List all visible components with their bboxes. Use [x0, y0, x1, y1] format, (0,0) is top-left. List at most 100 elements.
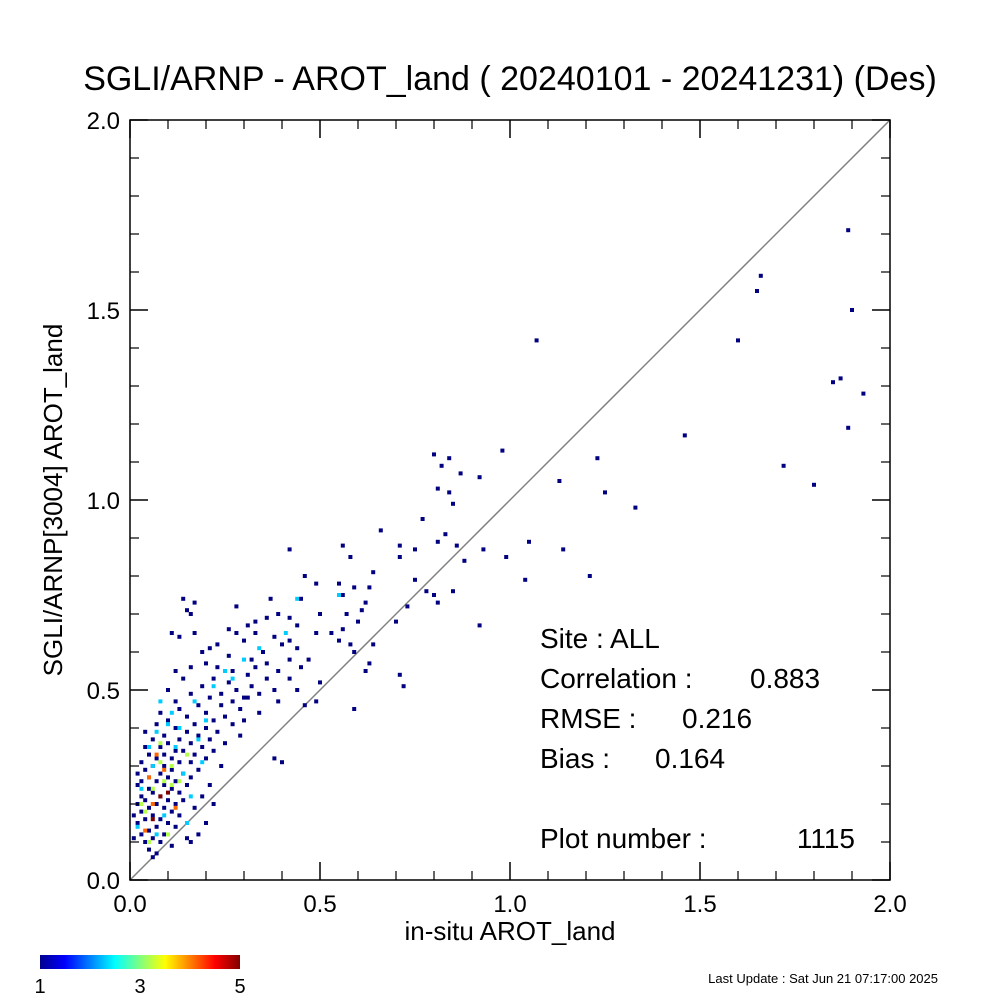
data-point [477, 623, 482, 628]
x-tick-label: 1.0 [493, 891, 526, 918]
data-point-dense [295, 596, 300, 601]
data-point-dense [173, 805, 178, 810]
data-point [234, 604, 239, 609]
data-point [166, 718, 170, 723]
data-point [287, 547, 292, 552]
data-point-dense [177, 779, 182, 784]
data-point-dense [169, 764, 174, 768]
data-point [439, 463, 444, 468]
one-to-one-line [129, 119, 891, 881]
data-point [253, 631, 258, 635]
data-point [268, 596, 273, 601]
data-point [458, 471, 463, 476]
data-point [162, 805, 167, 810]
data-point [177, 790, 182, 795]
data-point [758, 273, 763, 278]
y-tick-label: 1.5 [87, 298, 120, 325]
stats-site: Site : ALL [540, 623, 660, 654]
data-point [169, 786, 174, 791]
data-point [150, 836, 155, 841]
data-point-dense [181, 771, 186, 776]
data-point [154, 851, 159, 856]
data-point [371, 642, 376, 647]
data-point [139, 760, 144, 765]
data-point [211, 718, 216, 723]
data-point [158, 840, 163, 844]
data-point [595, 456, 600, 461]
colorbar-mid-label: 3 [134, 976, 145, 998]
data-point [143, 840, 148, 844]
data-point [177, 813, 182, 818]
data-point [131, 813, 136, 818]
data-point [204, 821, 208, 825]
data-point [348, 642, 353, 647]
data-point [314, 631, 319, 635]
data-point [200, 684, 205, 689]
data-point-dense [166, 832, 170, 837]
data-point [295, 646, 300, 651]
data-point [188, 612, 193, 616]
y-tick-label: 0.5 [87, 678, 120, 705]
stats-bias-label: Bias : [540, 743, 610, 774]
data-point [299, 665, 303, 670]
data-point [477, 475, 482, 480]
stats-rmse-value: 0.216 [682, 703, 752, 734]
data-point-dense [166, 722, 170, 727]
data-point [147, 828, 151, 833]
data-point-dense [162, 813, 167, 818]
data-point [211, 802, 216, 806]
data-point [238, 707, 243, 711]
data-point-dense [169, 710, 174, 715]
data-point [348, 555, 353, 559]
data-point [147, 786, 151, 791]
data-point-dense [150, 764, 155, 768]
data-point [318, 612, 322, 616]
data-point [162, 752, 167, 757]
data-point [192, 722, 197, 727]
data-point [534, 338, 539, 343]
data-point [314, 699, 319, 704]
points-layer [131, 228, 866, 860]
data-point [207, 783, 212, 787]
data-point [135, 783, 140, 787]
data-point [435, 539, 440, 544]
stats-block: Site : ALL Correlation : 0.883 RMSE : 0.… [540, 623, 855, 854]
data-point [173, 669, 178, 673]
data-point [219, 703, 224, 708]
data-point [299, 596, 303, 601]
data-point [234, 688, 239, 692]
data-point [215, 665, 220, 670]
data-point [287, 657, 292, 662]
data-point [272, 756, 277, 761]
data-point [454, 543, 459, 548]
colorbar: 1 3 5 [34, 955, 246, 998]
data-point-dense [337, 593, 341, 597]
data-point [181, 676, 186, 681]
axes-layer: 0.00.0 0.5 0.5 1.0 1.0 1.5 1.5 2.0 2.0 [87, 108, 907, 918]
data-point [287, 638, 292, 643]
y-tick-label: 2.0 [87, 108, 120, 135]
data-point [352, 585, 357, 590]
data-point [169, 809, 174, 814]
data-point-dense [204, 718, 208, 723]
colorbar-gradient [40, 955, 240, 969]
data-point [249, 657, 254, 662]
data-point [223, 741, 227, 746]
data-point [192, 805, 197, 810]
data-point [173, 824, 178, 829]
data-point [413, 547, 417, 552]
data-point [143, 817, 148, 822]
data-point [432, 452, 436, 457]
data-point-dense [154, 752, 159, 757]
data-point [500, 448, 505, 453]
data-point [154, 756, 159, 761]
x-tick-label: 2.0 [873, 891, 906, 918]
data-point [204, 726, 208, 730]
data-point [204, 756, 208, 761]
y-axis-label: SGLI/ARNP[3004] AROT_land [38, 324, 68, 677]
x-tick-label: 0.5 [303, 891, 336, 918]
data-point [226, 653, 231, 658]
data-point-dense [188, 794, 193, 799]
data-point [143, 798, 148, 803]
data-point [169, 767, 174, 772]
